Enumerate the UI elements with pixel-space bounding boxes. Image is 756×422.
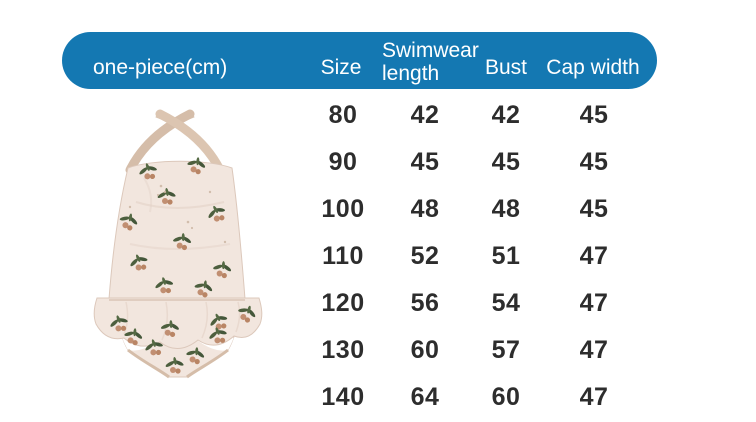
table-cell: 100: [321, 195, 365, 223]
table-cell: 140: [321, 383, 365, 411]
table-cell: 45: [579, 148, 609, 176]
table-cell: 47: [579, 242, 609, 270]
table-row: 130 60 57 47: [300, 327, 640, 374]
table-cell: 48: [410, 195, 440, 223]
table-cell: 64: [410, 383, 440, 411]
table-cell: 56: [410, 289, 440, 317]
table-row: 120 56 54 47: [300, 280, 640, 327]
column-header-bust: Bust: [484, 56, 528, 79]
table-cell: 130: [321, 336, 365, 364]
table-cell: 60: [491, 383, 521, 411]
table-row: 100 48 48 45: [300, 186, 640, 233]
column-header-size: Size: [320, 56, 362, 79]
table-row: 110 52 51 47: [300, 233, 640, 280]
table-cell: 45: [410, 148, 440, 176]
table-cell: 52: [410, 242, 440, 270]
table-cell: 54: [491, 289, 521, 317]
table-cell: 47: [579, 336, 609, 364]
table-cell: 51: [491, 242, 521, 270]
column-header-swimwear-length: Swimwear length: [382, 39, 479, 85]
product-label: one-piece(cm): [93, 56, 228, 79]
table-cell: 80: [328, 101, 358, 129]
table-cell: 120: [321, 289, 365, 317]
table-cell: 90: [328, 148, 358, 176]
size-table-body: 80 42 42 45 90 45 45 45 100 48 48 45 110 52 51 47 120 56 5…: [300, 92, 640, 421]
table-row: 80 42 42 45: [300, 92, 640, 139]
table-row: 90 45 45 45: [300, 139, 640, 186]
table-cell: 45: [491, 148, 521, 176]
table-cell: 110: [322, 242, 364, 270]
table-cell: 48: [491, 195, 521, 223]
table-cell: 57: [491, 336, 521, 364]
table-cell: 60: [410, 336, 440, 364]
column-header-cap-width: Cap width: [546, 56, 640, 79]
table-row: 140 64 60 47: [300, 374, 640, 421]
swimsuit-product-image: [93, 109, 263, 379]
table-cell: 47: [579, 383, 609, 411]
column-header-swimwear-line1: Swimwear: [382, 39, 479, 62]
table-cell: 47: [579, 289, 609, 317]
table-cell: 42: [491, 101, 521, 129]
table-cell: 45: [579, 101, 609, 129]
column-header-swimwear-line2: length: [382, 62, 440, 85]
table-cell: 45: [579, 195, 609, 223]
table-cell: 42: [410, 101, 440, 129]
table-header: one-piece(cm) Size Swimwear length Bust …: [62, 32, 657, 89]
